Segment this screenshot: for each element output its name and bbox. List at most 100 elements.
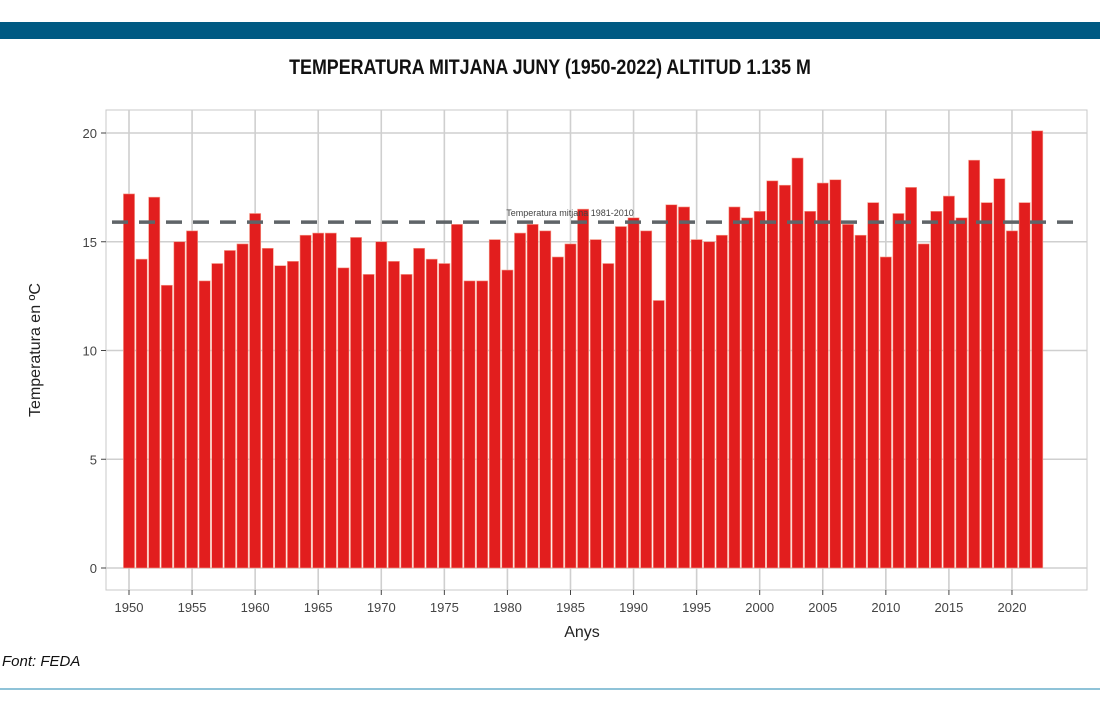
bar-1969	[362, 274, 375, 569]
bar-2006	[829, 179, 842, 569]
bar-1955	[186, 230, 198, 569]
bar-2005	[816, 182, 829, 569]
bar-1989	[615, 226, 627, 569]
x-tick-label: 2000	[745, 600, 774, 615]
bar-2013	[917, 243, 930, 569]
bar-1975	[438, 263, 451, 569]
bar-1972	[400, 274, 413, 569]
bar-1958	[224, 250, 236, 569]
bar-1966	[324, 232, 337, 569]
x-tick-label: 1990	[619, 600, 648, 615]
x-tick-label: 1975	[430, 600, 459, 615]
bar-2003	[791, 157, 804, 569]
bar-1990	[627, 217, 640, 569]
bar-1973	[413, 247, 426, 569]
y-tick-label: 15	[83, 235, 97, 250]
bar-1981	[514, 232, 526, 569]
chart-title: TEMPERATURA MITJANA JUNY (1950-2022) ALT…	[289, 56, 811, 79]
bar-1960	[249, 213, 262, 569]
bar-2004	[804, 211, 817, 569]
reference-line-label: Temperatura mitjana 1981-2010	[506, 208, 634, 218]
bar-1974	[425, 258, 438, 569]
bar-1999	[741, 217, 753, 569]
bar-1957	[211, 263, 224, 569]
bar-1967	[337, 267, 350, 569]
bar-1964	[299, 234, 312, 569]
bar-2022	[1031, 130, 1044, 569]
x-tick-label: 1955	[178, 600, 207, 615]
bar-1963	[287, 261, 299, 569]
bar-2021	[1018, 202, 1031, 569]
bar-1953	[160, 284, 173, 569]
y-tick-label: 20	[83, 126, 97, 141]
y-tick-label: 5	[90, 452, 97, 467]
bar-2011	[892, 213, 905, 569]
bar-1987	[589, 239, 602, 569]
bar-2010	[879, 256, 892, 569]
bar-2002	[779, 184, 791, 569]
bar-1956	[198, 280, 211, 569]
bar-2015	[943, 195, 955, 569]
bar-1998	[728, 206, 741, 569]
bar-1980	[501, 269, 514, 569]
footer-line	[0, 688, 1100, 690]
bar-1977	[463, 280, 476, 569]
bar-1979	[488, 239, 501, 569]
bar-1951	[135, 258, 148, 569]
bar-2007	[842, 224, 854, 569]
bar-1982	[526, 224, 539, 569]
bar-1985	[564, 243, 577, 569]
bar-2014	[930, 211, 943, 569]
bar-1988	[602, 263, 615, 569]
bar-2017	[968, 159, 981, 569]
y-tick-label: 0	[90, 561, 97, 576]
bar-1959	[236, 243, 249, 569]
bar-1976	[451, 224, 463, 569]
x-tick-label: 2005	[808, 600, 837, 615]
bar-1996	[703, 241, 716, 569]
x-tick-label: 1965	[304, 600, 333, 615]
x-tick-label: 1985	[556, 600, 585, 615]
bar-2008	[854, 234, 867, 569]
bar-2016	[955, 217, 968, 569]
x-tick-label: 1950	[115, 600, 144, 615]
x-tick-label: 2015	[934, 600, 963, 615]
x-axis-label: Anys	[564, 624, 600, 641]
x-tick-label: 2010	[871, 600, 900, 615]
x-tick-label: 1995	[682, 600, 711, 615]
bar-1950	[123, 193, 135, 569]
bar-2019	[993, 178, 1006, 569]
bar-1993	[665, 204, 678, 569]
bar-1970	[375, 241, 388, 569]
bar-1983	[539, 230, 552, 569]
y-axis-label: Temperatura en ºC	[27, 283, 44, 417]
bar-2001	[766, 180, 779, 569]
x-tick-label: 1970	[367, 600, 396, 615]
bar-1992	[652, 300, 665, 569]
bar-2000	[753, 211, 766, 569]
source-note: Font: FEDA	[2, 653, 81, 670]
x-tick-label: 2020	[998, 600, 1027, 615]
bar-2018	[980, 202, 993, 569]
x-tick-label: 1960	[241, 600, 270, 615]
bar-1962	[274, 265, 287, 569]
bar-1986	[577, 208, 590, 569]
bar-1961	[261, 247, 274, 569]
bar-1994	[678, 206, 690, 569]
x-tick-label: 1980	[493, 600, 522, 615]
bar-1965	[312, 232, 325, 569]
bar-1971	[387, 261, 400, 569]
bar-1984	[551, 256, 564, 569]
bar-2012	[905, 187, 917, 569]
bar-1954	[173, 241, 186, 569]
bar-2009	[867, 202, 880, 569]
bar-1991	[640, 230, 653, 569]
bar-1995	[690, 239, 703, 569]
bar-1952	[148, 196, 161, 569]
y-tick-label: 10	[83, 344, 97, 359]
bar-1978	[476, 280, 489, 569]
bar-1997	[715, 234, 728, 569]
bar-1968	[350, 237, 362, 569]
bar-2020	[1006, 230, 1018, 569]
